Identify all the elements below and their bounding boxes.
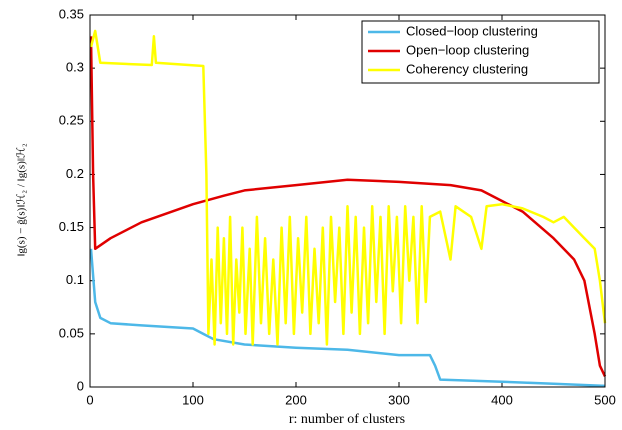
y-tick-label: 0.3 — [66, 60, 84, 75]
legend-label: Closed−loop clustering — [406, 23, 538, 38]
x-tick-label: 100 — [182, 392, 204, 407]
legend-label: Open−loop clustering — [406, 42, 529, 57]
y-tick-label: 0.05 — [59, 325, 84, 340]
series-line — [89, 36, 607, 377]
y-tick-label: 0.25 — [59, 113, 84, 128]
x-tick-label: 200 — [285, 392, 307, 407]
y-tick-label: 0.1 — [66, 272, 84, 287]
legend-label: Coherency clustering — [406, 61, 528, 76]
x-tick-label: 400 — [491, 392, 513, 407]
y-tick-label: 0.15 — [59, 219, 84, 234]
legend-box — [361, 20, 600, 84]
axes-box — [89, 14, 606, 388]
series-line — [89, 248, 606, 388]
y-tick-label: 0.35 — [59, 6, 84, 21]
y-tick-label: 0.2 — [66, 166, 84, 181]
x-tick-label: 300 — [388, 392, 410, 407]
x-axis-label: r: number of clusters — [289, 412, 405, 427]
y-axis-label: ‖g(s) − ĝ(s)‖ℋ₂ / ‖g(s)‖ℋ₂ — [16, 143, 28, 257]
x-tick-label: 0 — [86, 392, 93, 407]
y-tick-label: 0 — [77, 378, 84, 393]
x-tick-label: 500 — [594, 392, 616, 407]
series-line — [89, 29, 607, 346]
